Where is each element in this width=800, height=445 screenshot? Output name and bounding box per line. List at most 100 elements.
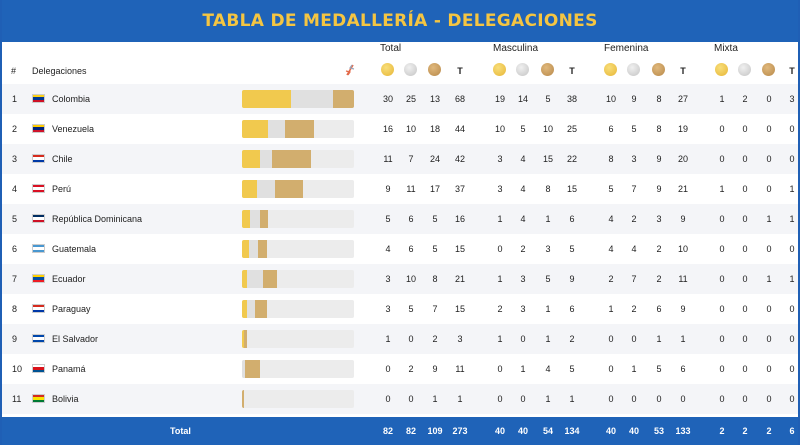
medal-bar [242,300,354,318]
group-label-femenina: Femenina [604,43,649,54]
medal-bar [242,180,354,198]
total-count-cell: 42 [454,154,465,164]
medal-bar [242,210,354,228]
fem-count-cell: 9 [656,184,662,194]
delegation-name[interactable]: Paraguay [52,304,91,314]
silver-medal-icon[interactable] [738,63,751,76]
gold-segment [242,90,292,108]
mixta-count-cell: 0 [742,154,748,164]
silver-medal-icon[interactable] [516,63,529,76]
gold-segment [242,330,244,348]
delegation-name[interactable]: Venezuela [52,124,95,134]
table-row[interactable]: 1 Colombia 30 25 13 68 19 14 5 38 10 9 8 27 1 2 0 3 [2,84,798,114]
table-row[interactable]: 3 Chile 11 7 24 42 3 4 15 22 8 3 9 20 0 0 0 0 [2,144,798,174]
fem-count-cell: 0 [608,394,614,404]
masc-count-cell: 5 [569,244,575,254]
bronze-segment [245,360,261,378]
mixta-count-cell: 0 [742,334,748,344]
sort-icon[interactable] [344,63,356,77]
masc-count-cell: 0 [497,394,503,404]
table-row[interactable]: 9 El Salvador 1 0 2 3 1 0 1 2 0 0 1 1 0 0 0 0 [2,324,798,354]
masc-count-cell: 2 [520,244,526,254]
flag-icon [32,214,45,223]
table-row[interactable]: 7 Ecuador 3 10 8 21 1 3 5 9 2 7 2 11 0 0 1 1 [2,264,798,294]
fem-count-cell: 9 [680,214,686,224]
bronze-medal-icon[interactable] [428,63,441,76]
mixta-count-cell: 0 [742,214,748,224]
delegation-name[interactable]: Perú [52,184,72,194]
group-label-mixta: Mixta [714,43,738,54]
total-count-cell: 16 [382,124,393,134]
delegation-name[interactable]: Bolivia [52,394,79,404]
masc-count-cell: 0 [520,334,526,344]
fem-count-cell: 1 [631,364,637,374]
mixta-count-cell: 0 [719,394,725,404]
header-total-count[interactable]: T [457,66,463,76]
gold-medal-icon[interactable] [493,63,506,76]
total-count-cell: 68 [454,94,465,104]
fem-count-cell: 10 [677,244,688,254]
fem-count-cell: 5 [608,184,614,194]
table-row[interactable]: 4 Perú 9 11 17 37 3 4 8 15 5 7 9 21 1 0 0 1 [2,174,798,204]
masc-count-cell: 3 [545,244,551,254]
left-border [0,0,2,445]
medal-bar [242,390,354,408]
delegation-name[interactable]: Ecuador [52,274,86,284]
masc-count-cell: 15 [542,154,553,164]
header-total-count[interactable]: T [680,66,686,76]
fem-count-cell: 9 [656,154,662,164]
delegation-name[interactable]: El Salvador [52,334,99,344]
delegation-name[interactable]: República Dominicana [52,214,143,224]
masc-count-cell: 1 [545,214,551,224]
table-row[interactable]: 8 Paraguay 3 5 7 15 2 3 1 6 1 2 6 9 0 0 0 0 [2,294,798,324]
header-total-count[interactable]: T [569,66,575,76]
header-total-count[interactable]: T [789,66,795,76]
total-count-cell: 15 [454,244,465,254]
mixta-count-cell: 1 [719,184,725,194]
table-row[interactable]: 6 Guatemala 4 6 5 15 0 2 3 5 4 4 2 10 0 0 0 0 [2,234,798,264]
fem-count-cell: 0 [631,394,637,404]
total-count-cell: 8 [432,274,438,284]
total-count-cell: 13 [429,94,440,104]
total-count-cell: 3 [457,334,463,344]
mixta-count-cell: 0 [719,214,725,224]
fem-count-cell: 3 [631,154,637,164]
header-delegations[interactable]: Delegaciones [32,66,87,76]
table-row[interactable]: 5 República Dominicana 5 6 5 16 1 4 1 6 4 2 3 9 0 0 1 1 [2,204,798,234]
masc-count-cell: 3 [520,304,526,314]
mixta-count-cell: 0 [719,274,725,284]
delegation-name[interactable]: Guatemala [52,244,97,254]
gold-medal-icon[interactable] [604,63,617,76]
delegation-name[interactable]: Colombia [52,94,91,104]
total-count-cell: 5 [432,214,438,224]
footer-fem-cell: 133 [675,426,691,436]
delegation-name[interactable]: Chile [52,154,73,164]
masc-count-cell: 4 [520,184,526,194]
bronze-medal-icon[interactable] [541,63,554,76]
table-row[interactable]: 11 Bolivia 0 0 1 1 0 0 1 1 0 0 0 0 0 0 0 0 [2,384,798,414]
fem-count-cell: 8 [656,94,662,104]
gold-segment [242,240,249,258]
bronze-segment [332,90,354,108]
total-count-cell: 18 [429,124,440,134]
fem-count-cell: 5 [631,124,637,134]
gold-medal-icon[interactable] [715,63,728,76]
total-count-cell: 9 [432,364,438,374]
gold-medal-icon[interactable] [381,63,394,76]
silver-segment [246,300,256,318]
mixta-count-cell: 0 [742,274,748,284]
delegation-name[interactable]: Panamá [52,364,86,374]
gold-segment [242,210,251,228]
bronze-medal-icon[interactable] [652,63,665,76]
total-count-cell: 5 [432,244,438,254]
total-count-cell: 30 [382,94,393,104]
silver-medal-icon[interactable] [404,63,417,76]
silver-medal-icon[interactable] [627,63,640,76]
bronze-medal-icon[interactable] [762,63,775,76]
table-row[interactable]: 2 Venezuela 16 10 18 44 10 5 10 25 6 5 8 19 0 0 0 0 [2,114,798,144]
masc-count-cell: 3 [497,184,503,194]
fem-count-cell: 20 [677,154,688,164]
total-count-cell: 2 [432,334,438,344]
table-row[interactable]: 10 Panamá 0 2 9 11 0 1 4 5 0 1 5 6 0 0 0 0 [2,354,798,384]
footer-mixta-cell: 2 [742,426,748,436]
